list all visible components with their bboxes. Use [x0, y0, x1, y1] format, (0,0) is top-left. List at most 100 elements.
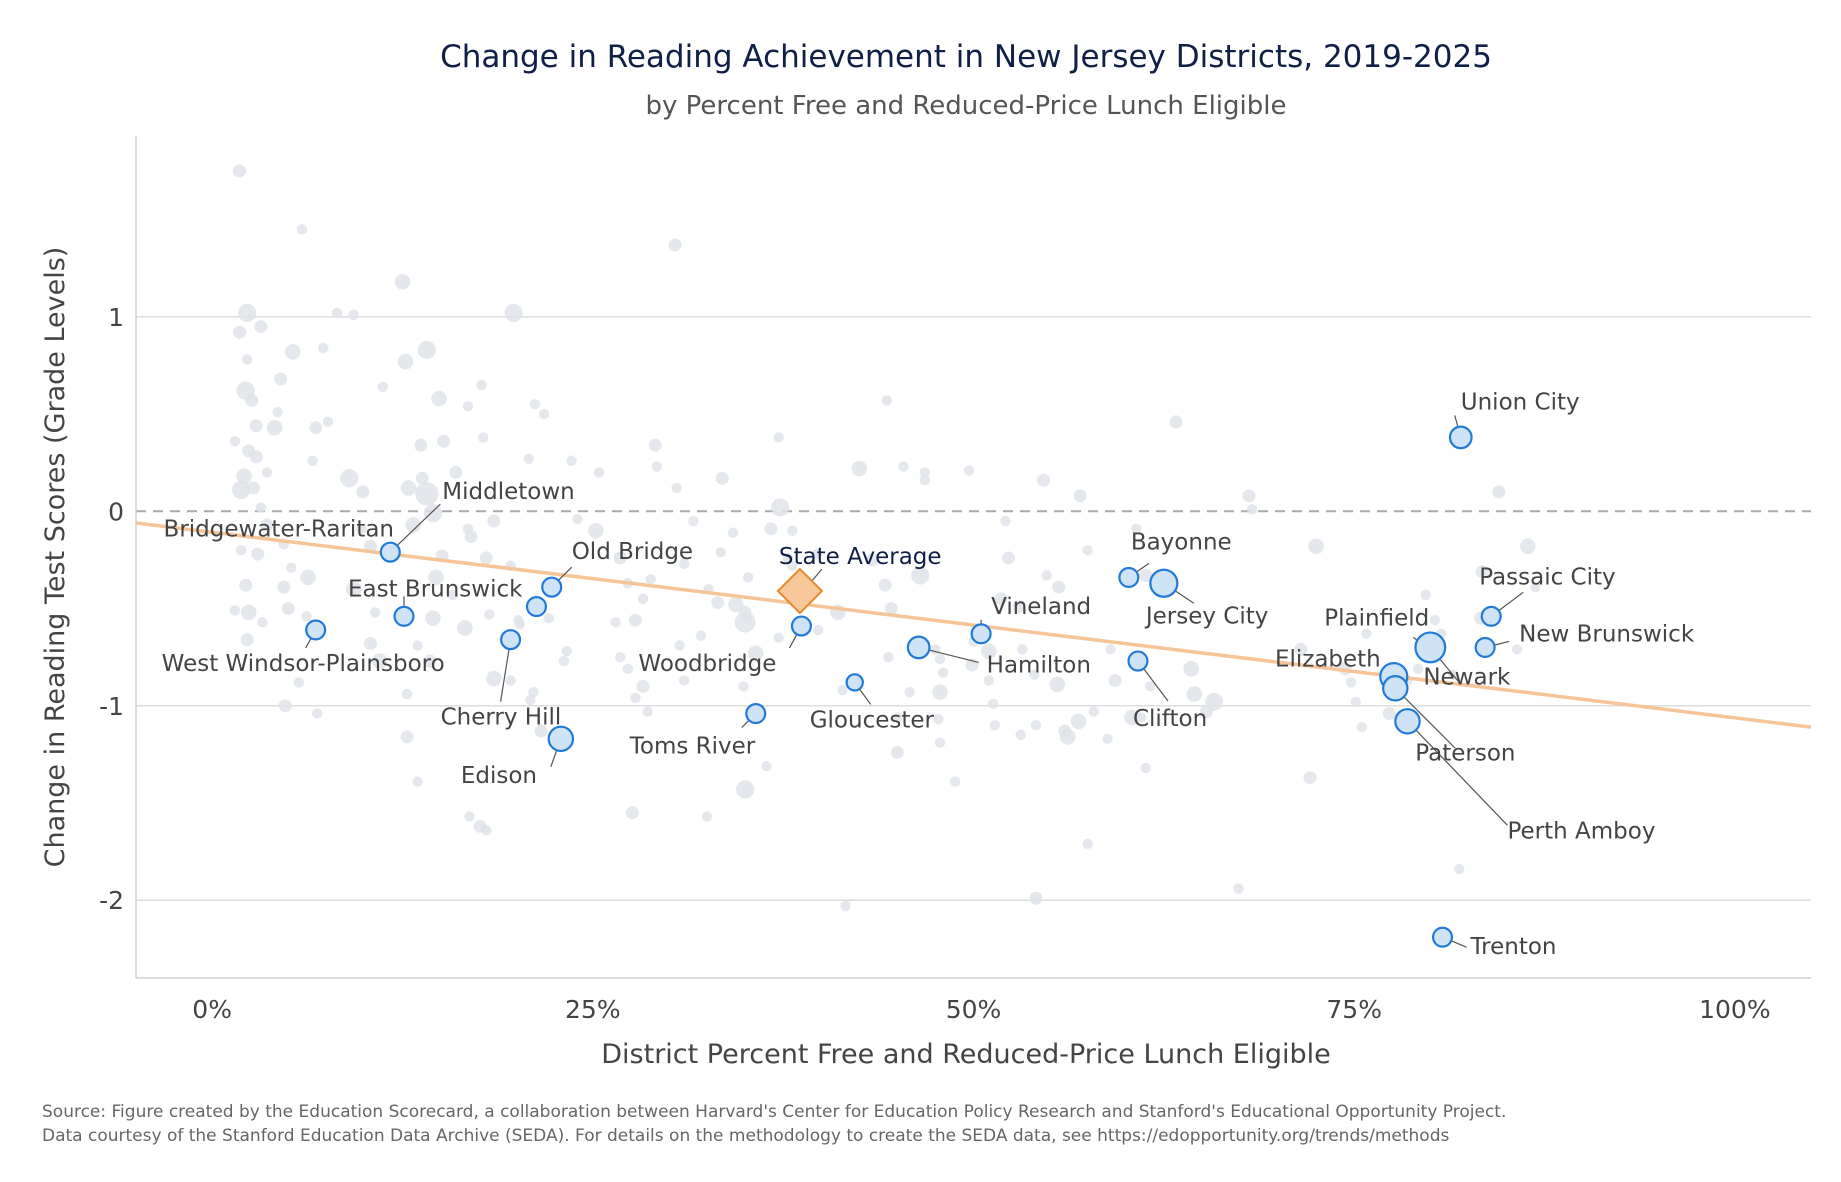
district-point: [864, 553, 878, 567]
point-vineland: [970, 623, 992, 645]
district-point: [229, 436, 241, 447]
y-axis-title: Change in Reading Test Scores (Grade Lev…: [40, 247, 71, 868]
district-point: [1144, 681, 1156, 692]
district-point: [278, 699, 292, 713]
district-point: [892, 712, 903, 723]
district-point: [628, 613, 642, 627]
district-point: [240, 604, 257, 621]
district-point: [950, 776, 961, 787]
point-edison: [547, 725, 575, 753]
leader-toms-river: [741, 719, 750, 728]
district-point: [1294, 642, 1308, 656]
district-point: [233, 325, 247, 339]
point-woodbridge: [790, 615, 812, 637]
label-hamilton: Hamilton: [987, 652, 1091, 678]
district-point: [538, 408, 550, 420]
district-point: [431, 390, 447, 407]
y-tick-label: -2: [99, 886, 124, 915]
district-point: [293, 677, 305, 688]
district-point: [529, 399, 541, 410]
district-point: [747, 645, 764, 662]
label-middletown: Middletown: [442, 479, 574, 505]
district-point: [464, 530, 478, 544]
district-point: [878, 578, 892, 592]
district-point: [300, 569, 316, 586]
district-point: [233, 164, 247, 178]
district-point: [356, 485, 370, 499]
district-point: [642, 706, 653, 717]
leader-woodbridge: [788, 634, 798, 649]
district-point: [1475, 565, 1489, 579]
district-point: [423, 654, 437, 668]
district-point: [251, 547, 265, 561]
district-point: [1246, 504, 1258, 515]
district-point: [397, 353, 414, 370]
district-point: [364, 637, 377, 651]
point-toms-river: [745, 702, 767, 725]
district-point: [543, 613, 554, 624]
leader-newark: [1439, 658, 1459, 682]
district-point: [1030, 720, 1042, 731]
district-point: [674, 640, 685, 651]
district-point: [464, 811, 475, 822]
district-point: [238, 303, 257, 323]
label-trenton: Trenton: [1470, 934, 1557, 960]
district-point: [1492, 485, 1506, 499]
district-point: [487, 514, 501, 528]
district-point: [782, 552, 793, 564]
district-point: [505, 675, 516, 686]
label-old-bridge: Old Bridge: [572, 539, 693, 565]
district-point: [622, 663, 634, 675]
label-edison: Edison: [461, 763, 537, 789]
district-point: [771, 498, 790, 517]
district-point: [481, 825, 492, 836]
leader-jersey-city: [1174, 590, 1195, 604]
district-point: [525, 694, 536, 706]
district-point: [1530, 581, 1541, 593]
point-clifton: [1127, 650, 1149, 672]
district-point: [678, 558, 690, 570]
district-point: [761, 760, 772, 772]
district-point: [1412, 663, 1424, 675]
district-point: [476, 379, 487, 391]
district-point: [274, 372, 288, 386]
district-point: [695, 630, 707, 641]
district-point: [1308, 538, 1324, 555]
district-point: [369, 607, 381, 618]
district-point: [738, 681, 749, 692]
district-point: [425, 610, 441, 627]
district-point: [400, 480, 417, 496]
district-point: [1186, 686, 1203, 702]
district-point: [371, 653, 388, 669]
trend-line: [135, 521, 1812, 729]
point-west-windsor-plainsboro: [305, 619, 327, 641]
point-east-brunswick: [525, 596, 548, 618]
district-point: [523, 453, 535, 464]
district-point: [980, 643, 997, 660]
district-point: [787, 560, 798, 571]
point-bayonne: [1118, 566, 1140, 588]
district-point: [1356, 721, 1367, 733]
district-point: [811, 548, 822, 560]
district-point: [1183, 661, 1200, 677]
district-point: [245, 393, 259, 407]
district-point: [348, 309, 359, 321]
district-point: [884, 602, 898, 616]
district-point: [764, 522, 778, 536]
district-point: [301, 611, 312, 622]
leader-middletown: [396, 503, 441, 547]
district-point: [1060, 729, 1076, 745]
district-point: [989, 720, 1001, 731]
district-point: [701, 811, 713, 822]
district-point: [345, 581, 362, 597]
district-point: [1242, 489, 1256, 503]
district-point: [671, 482, 682, 494]
district-point: [610, 616, 621, 628]
leader-new-brunswick: [1494, 640, 1510, 646]
district-point: [412, 776, 423, 787]
district-point: [236, 468, 252, 485]
district-point: [240, 633, 254, 647]
district-point: [331, 307, 343, 319]
leader-west-windsor-plainsboro: [305, 637, 312, 649]
label-west-windsor-plainsboro: West Windsor-Plainsboro: [162, 651, 445, 677]
